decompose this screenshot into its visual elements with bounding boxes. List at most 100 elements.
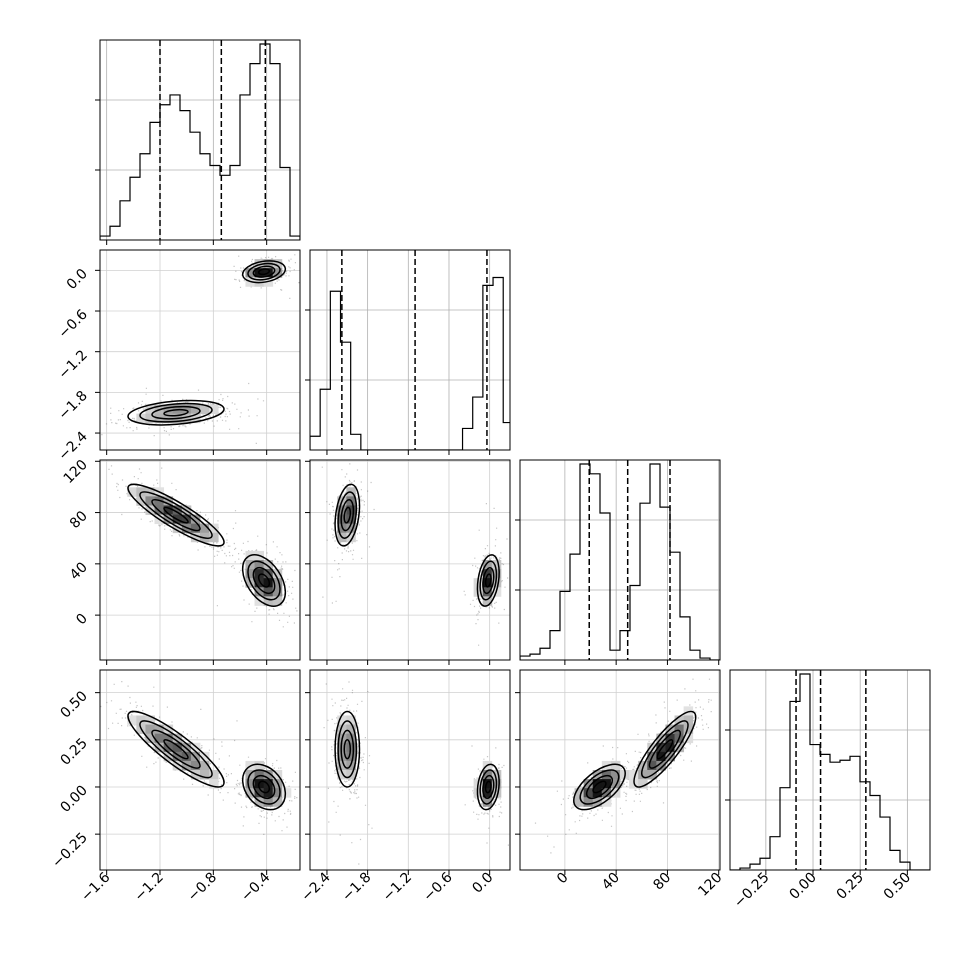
contour-0-1	[648, 729, 682, 769]
histogram-bin-13	[860, 782, 870, 870]
contour-1-2	[479, 769, 498, 805]
density-cell	[163, 514, 174, 525]
histogram-bin-6	[160, 105, 170, 240]
density-cell	[482, 779, 493, 789]
density-cell	[683, 724, 694, 735]
density-cell	[491, 788, 502, 798]
x-tick-label: −0.25	[731, 870, 773, 912]
density-cell	[491, 578, 502, 588]
density-cell	[638, 770, 648, 780]
histogram-bin-15	[250, 64, 260, 240]
density-cell	[337, 770, 347, 780]
histogram-bin-7	[800, 674, 810, 870]
density-cell	[181, 742, 192, 753]
density-cell	[200, 523, 210, 534]
histogram-bin-15	[880, 817, 890, 870]
density-cell	[272, 788, 283, 798]
histogram-outline	[520, 463, 720, 660]
density-cell	[181, 760, 192, 771]
histogram-bin-14	[240, 95, 250, 240]
y-tick-label: 0	[73, 611, 91, 629]
histogram-outline	[730, 673, 930, 870]
density-cell	[245, 788, 255, 798]
density-cell	[272, 578, 283, 588]
scatter-points	[108, 465, 300, 628]
density-cell	[601, 797, 612, 807]
histogram-bin-17	[690, 650, 700, 660]
density-cell	[200, 760, 210, 771]
density-cell	[346, 751, 356, 762]
histogram-bin-5	[570, 554, 580, 660]
panel-frame	[519, 459, 721, 661]
contour-0-3	[334, 710, 361, 788]
y-tick-label: 0.0	[64, 266, 91, 293]
x-tick-label: 80	[650, 870, 674, 894]
contour-1-3	[241, 554, 287, 607]
contour-0-0	[343, 739, 352, 760]
y-tick-label: −1.8	[55, 388, 90, 423]
contour-0-0	[163, 506, 189, 524]
density-cell	[482, 587, 493, 597]
density-cell	[172, 742, 183, 753]
contour-0-3	[127, 399, 225, 426]
density-cell	[263, 788, 274, 798]
density-cell	[172, 751, 183, 762]
density-cell	[254, 797, 265, 807]
density-cell	[163, 496, 174, 506]
x-tick-label: 120	[695, 870, 725, 900]
y-tick-label: 0.25	[57, 735, 90, 768]
density-cell	[163, 724, 174, 735]
density-cell	[190, 523, 201, 534]
density-cell	[647, 742, 657, 753]
panel-frame	[309, 249, 511, 451]
density-cell	[272, 569, 283, 579]
density-cell	[674, 724, 685, 735]
scatter-panel-3-2	[515, 669, 721, 875]
histogram-bin-15	[463, 428, 473, 450]
density-cell	[154, 742, 165, 753]
contour-1-3	[573, 763, 626, 811]
density-cell	[482, 797, 493, 807]
histogram-bin-2	[120, 201, 130, 240]
histogram-bin-16	[473, 397, 483, 450]
contour-1-1	[252, 566, 276, 595]
density-cell	[145, 724, 155, 735]
contour-0-3	[334, 483, 361, 547]
density-cell	[272, 268, 283, 278]
histogram-bin-9	[820, 754, 830, 870]
contour-1-2	[247, 262, 281, 281]
density-cell	[647, 760, 657, 771]
contour-1-1	[482, 774, 495, 800]
x-tick-label: 0.00	[786, 870, 819, 903]
density-cell	[263, 797, 274, 807]
contour-0-3	[127, 483, 225, 547]
density-cell	[145, 413, 155, 424]
density-cell	[200, 404, 210, 415]
contour-0-0	[656, 739, 674, 760]
density-cell	[665, 733, 675, 744]
density-cell	[172, 760, 183, 771]
density-cell	[190, 404, 201, 415]
histogram-bin-9	[190, 132, 200, 240]
y-tick-label: −1.2	[55, 347, 90, 382]
histogram-outline	[100, 43, 300, 240]
histogram-bin-9	[610, 650, 620, 660]
density-cell	[281, 788, 292, 798]
density-cell	[610, 779, 621, 789]
density-cell	[263, 560, 274, 570]
density-cell	[254, 760, 265, 771]
histogram-bin-14	[870, 796, 880, 870]
density-cell	[163, 505, 174, 515]
density-cell	[638, 779, 648, 789]
contour-0-1	[340, 498, 355, 532]
density-cell	[346, 505, 356, 515]
density-cell	[674, 715, 685, 725]
density-cell	[665, 751, 675, 762]
histogram-bin-1	[530, 654, 540, 660]
density-cell	[154, 733, 165, 744]
density-cell	[245, 569, 255, 579]
density-cell	[245, 779, 255, 789]
x-tick-label: −1.6	[78, 869, 113, 904]
x-tick-label: 0	[554, 870, 572, 888]
x-tick-label: −1.2	[131, 870, 166, 905]
